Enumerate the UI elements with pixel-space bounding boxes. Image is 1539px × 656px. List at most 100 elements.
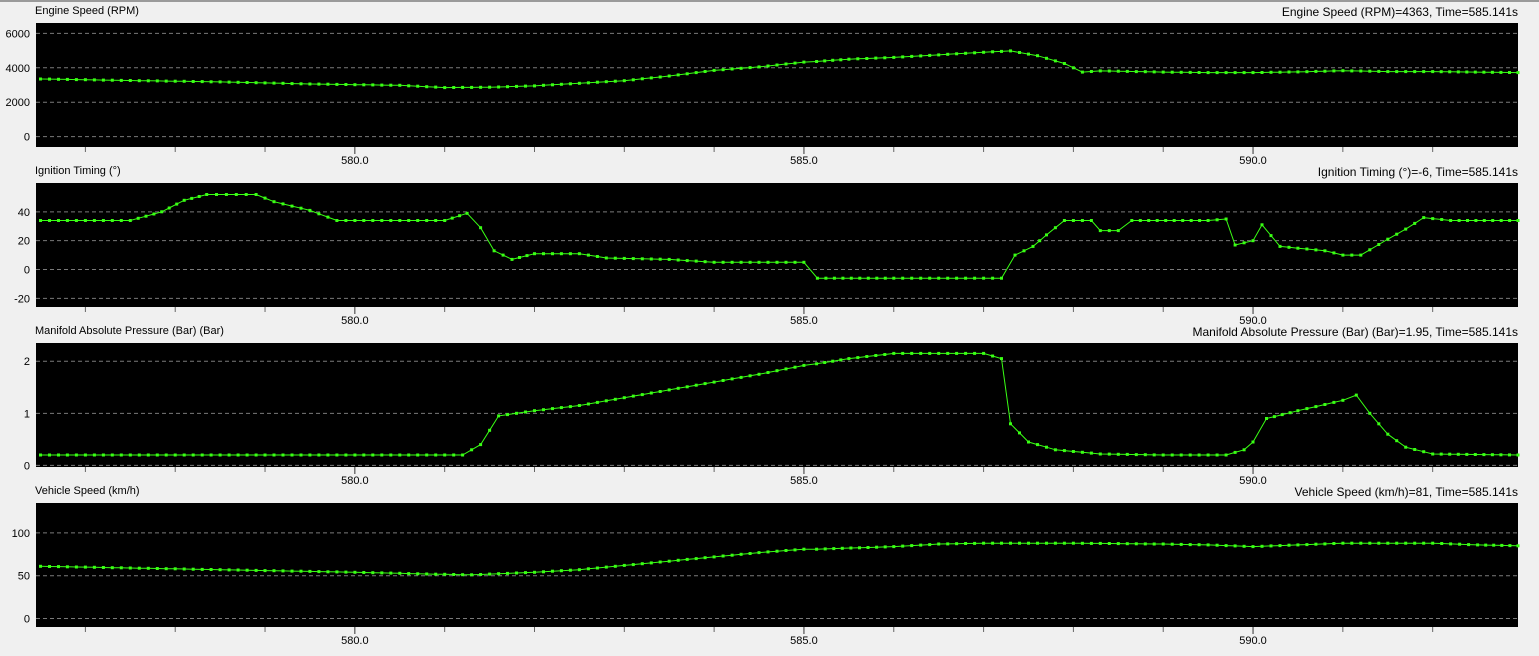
data-point [839,58,843,62]
data-point [164,453,168,457]
data-point [622,563,626,567]
data-point [389,219,393,222]
data-point [371,83,375,87]
data-point [703,382,707,386]
vehicle-speed-chart[interactable]: 100 50 0 580.0 585.0 590.0 [0,484,1539,644]
data-point [883,56,887,60]
data-point [568,82,572,86]
data-point [1045,445,1048,449]
data-point [48,453,51,457]
data-point [856,356,860,360]
data-point [883,545,887,549]
plot-area[interactable] [36,23,1518,147]
data-point [991,354,995,358]
data-point [209,453,213,457]
data-point [1098,69,1102,73]
data-point [815,276,819,280]
data-point [1359,541,1363,545]
data-point [1062,541,1066,545]
plot-area[interactable] [36,503,1518,627]
data-point [119,566,123,570]
data-point [1413,70,1417,74]
data-point [479,573,483,576]
data-point [1439,452,1443,456]
data-point [551,83,554,87]
data-point [841,276,845,280]
data-point [595,80,599,84]
data-point [245,453,249,457]
data-point [1490,453,1494,457]
data-point [1071,541,1075,545]
data-point [1314,69,1318,73]
data-point [937,276,941,280]
data-point [1161,453,1165,457]
data-point [1038,239,1042,243]
data-point [371,453,375,457]
data-point [173,567,177,571]
data-point [182,567,186,571]
data-point [1395,232,1399,236]
data-point [74,565,78,569]
data-point [1107,452,1111,456]
ignition-timing-chart[interactable]: 40 20 0 -20 580.0 585.0 590.0 [0,164,1539,324]
data-point [1350,541,1354,545]
data-point [299,569,303,573]
data-point [281,453,285,457]
y-tick-label: 40 [18,207,30,219]
data-point [901,55,905,59]
data-point [640,562,644,566]
data-point [712,555,716,559]
data-point [973,276,977,280]
data-point [1098,452,1102,456]
data-point [847,357,851,361]
data-point [685,259,689,263]
ignition-timing-panel: Ignition Timing (°) Ignition Timing (°)=… [0,164,1539,324]
data-point [1161,70,1165,74]
panel-title: Ignition Timing (°) [35,165,121,177]
data-point [317,453,321,457]
data-point [613,256,617,260]
data-point [191,453,195,457]
data-point [766,550,770,554]
data-point [182,79,186,83]
data-point [452,453,456,457]
data-point [182,453,186,457]
x-tick-label: 580.0 [341,635,369,644]
data-point [191,567,195,571]
data-point [1449,219,1453,222]
data-point [443,86,447,90]
data-point [1269,544,1273,548]
manifold-pressure-chart[interactable]: 2 1 0 580.0 585.0 590.0 [0,324,1539,484]
data-point [1233,450,1237,454]
data-point [65,453,69,457]
data-point [209,80,213,84]
data-point [398,83,402,87]
data-point [1278,244,1282,248]
data-point [766,64,770,68]
data-point [823,547,827,551]
data-point [470,573,474,577]
y-tick-label: -20 [14,293,30,305]
engine-speed-chart[interactable]: 6000 4000 2000 0 580.0 585.0 590.0 [0,4,1539,164]
data-point [559,82,563,86]
data-point [577,81,581,85]
data-point [1188,543,1192,547]
data-point [551,407,554,411]
plot-area[interactable] [36,343,1518,467]
data-point [847,57,851,61]
data-point [362,83,366,87]
data-point [1224,71,1228,75]
data-point [1260,544,1264,548]
data-point [937,542,941,546]
data-point [299,82,303,86]
data-point [802,260,806,264]
data-point [919,276,923,280]
data-point [371,219,375,222]
data-point [1130,219,1134,222]
data-point [649,391,653,395]
data-point [353,570,357,574]
data-point [865,57,869,60]
data-point [407,572,411,576]
plot-area[interactable] [36,183,1518,307]
data-point [407,453,411,457]
